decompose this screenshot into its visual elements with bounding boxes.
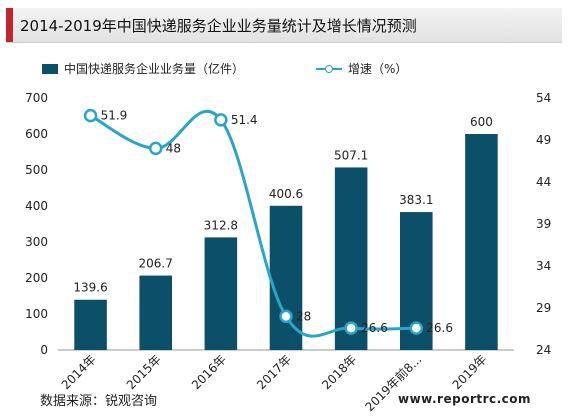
y-tick-left: 500 <box>25 163 48 177</box>
legend-swatch-line <box>316 64 342 74</box>
x-tick-label: 2017年 <box>254 352 294 392</box>
y-tick-left: 700 <box>25 91 48 105</box>
y-tick-left: 100 <box>25 307 48 321</box>
website: www.reportrc.com <box>398 392 532 406</box>
bar-data-label: 383.1 <box>399 193 433 207</box>
bar <box>74 299 107 350</box>
line-data-label: 48 <box>166 141 181 155</box>
line-point <box>279 309 293 324</box>
line-data-label: 26.6 <box>426 321 453 335</box>
x-tick-label: 2018年 <box>319 352 359 392</box>
bar-data-label: 139.6 <box>73 281 107 295</box>
legend-label-line: 增速（%） <box>348 62 408 76</box>
x-tick-label: 2016年 <box>189 352 229 392</box>
bar <box>204 237 238 350</box>
line-data-label: 26.6 <box>361 321 388 335</box>
title-bar: 2014-2019年中国快递服务企业业务量统计及增长情况预测 <box>6 8 562 43</box>
y-tick-right: 49 <box>536 133 551 147</box>
page-title: 2014-2019年中国快递服务企业业务量统计及增长情况预测 <box>20 17 417 35</box>
legend-swatch-bar <box>42 63 58 74</box>
line-data-label: 51.9 <box>101 109 128 123</box>
y-tick-right: 34 <box>536 259 551 273</box>
bar-data-label: 507.1 <box>334 148 368 162</box>
bar-data-label: 400.6 <box>269 187 303 201</box>
x-tick-label: 2019年 <box>450 352 490 392</box>
y-tick-left: 0 <box>40 343 48 357</box>
y-tick-left: 200 <box>25 271 48 285</box>
line-point <box>148 141 163 156</box>
y-tick-left: 300 <box>25 235 48 249</box>
bar-data-label: 600 <box>470 115 493 129</box>
x-tick-label: 2015年 <box>124 352 164 392</box>
line-point <box>409 321 424 335</box>
data-source: 数据来源：锐观咨询 <box>40 394 158 409</box>
line-point <box>344 321 358 335</box>
line-data-label: 28 <box>296 309 311 323</box>
line-point <box>83 108 98 123</box>
y-tick-right: 39 <box>536 217 551 231</box>
legend-item-line: 增速（%） <box>316 60 407 77</box>
y-tick-left: 400 <box>25 199 48 213</box>
bar <box>465 134 498 350</box>
title-accent <box>6 8 13 42</box>
line-point <box>214 113 228 127</box>
bar-data-label: 312.8 <box>204 218 238 232</box>
y-tick-left: 600 <box>25 127 48 141</box>
bar <box>269 205 303 350</box>
bar <box>139 275 172 350</box>
y-tick-right: 44 <box>536 175 551 189</box>
legend-label-bar: 中国快递服务企业业务量（亿件） <box>64 62 245 76</box>
y-tick-right: 54 <box>536 91 551 105</box>
line-data-label: 51.4 <box>231 113 258 127</box>
y-tick-right: 24 <box>536 343 551 357</box>
x-tick-label: 2014年 <box>59 352 99 392</box>
y-tick-right: 29 <box>536 301 551 315</box>
bar-data-label: 206.7 <box>139 257 173 271</box>
bar <box>334 167 368 350</box>
legend-item-bar: 中国快递服务企业业务量（亿件） <box>42 60 244 77</box>
